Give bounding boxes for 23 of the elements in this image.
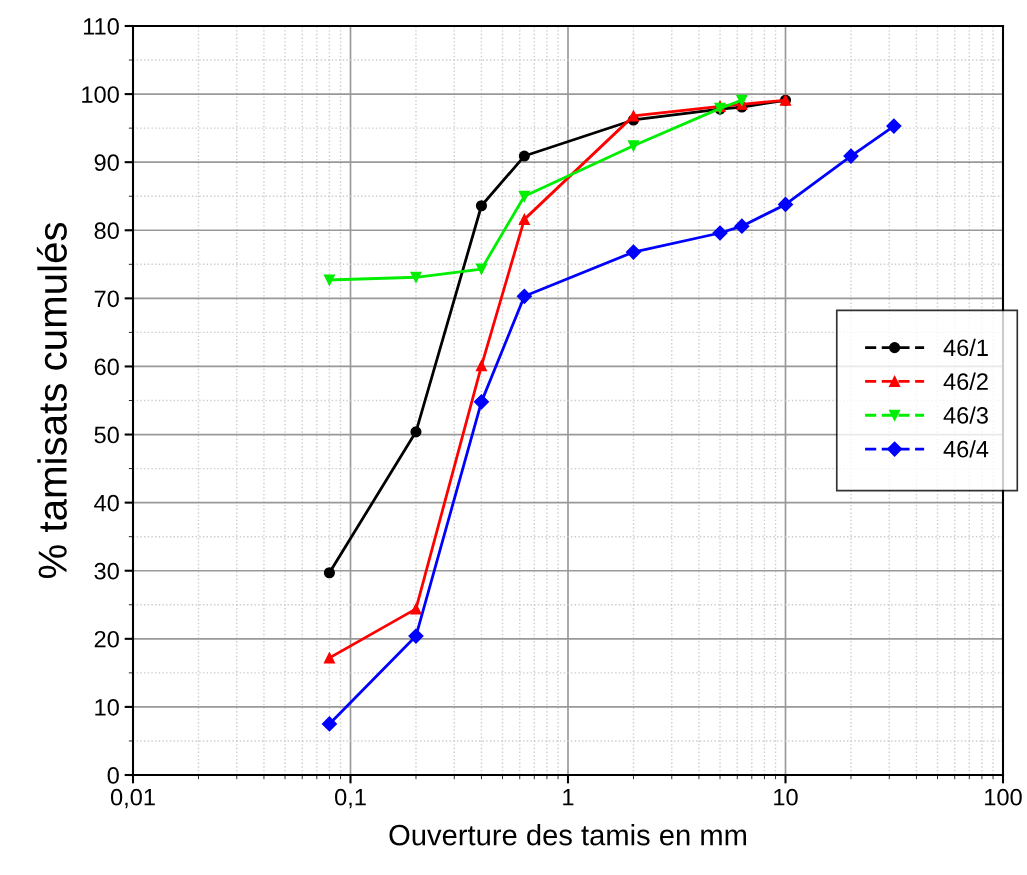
y-tick-label: 90: [94, 154, 119, 171]
y-axis-title: % tamisats cumulés: [36, 222, 67, 579]
y-tick-label: 80: [94, 222, 119, 240]
legend-label: 46/4: [943, 440, 989, 458]
x-tick-label: 0,1: [335, 788, 366, 809]
y-tick-label: 0: [107, 767, 119, 784]
legend-label: 46/3: [943, 406, 988, 424]
y-tick-label: 110: [83, 18, 119, 35]
y-tick-label: 10: [95, 698, 119, 716]
legend-label: 46/1: [943, 338, 988, 357]
x-tick-label: 1: [563, 789, 574, 806]
x-tick-label: 100: [985, 788, 1022, 806]
y-tick-label: 60: [94, 358, 119, 376]
y-tick-label: 70: [94, 290, 119, 308]
x-tick-label: 0,01: [110, 788, 155, 809]
y-tick-label: 100: [82, 86, 119, 103]
y-tick-label: 20: [94, 630, 119, 648]
y-tick-label: 50: [94, 426, 119, 444]
y-tick-label: 30: [94, 562, 119, 580]
x-tick-label: 10: [774, 788, 798, 806]
legend-label: 46/2: [943, 372, 988, 390]
x-axis-title: Ouverture des tamis en mm: [389, 824, 747, 846]
y-tick-label: 40: [94, 494, 119, 512]
